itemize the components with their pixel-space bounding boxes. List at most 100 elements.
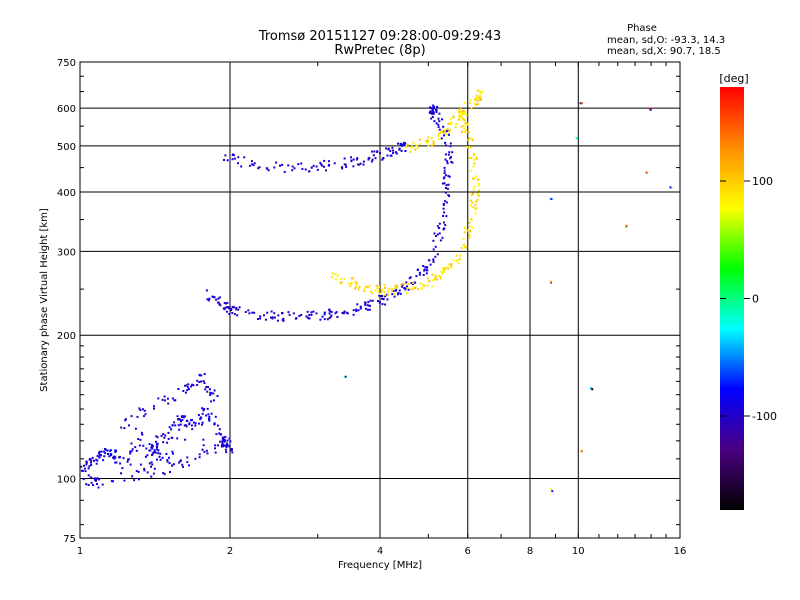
echo-point [213,389,216,392]
echo-point [162,441,165,444]
echo-point [391,293,394,296]
echo-point [112,480,115,483]
echo-point [436,253,439,256]
echo-point [129,450,132,453]
echo-point [394,151,397,154]
echo-point [444,158,447,161]
echo-point [469,101,472,104]
echo-point [417,268,419,271]
echo-point [445,187,447,189]
echo-point [387,290,390,293]
echo-point [477,178,480,181]
echo-point [442,125,445,128]
echo-point [233,306,236,309]
echo-point [437,117,440,120]
echo-point [433,278,436,281]
echo-point [186,389,189,392]
echo-point [216,395,219,397]
echo-point [328,160,330,163]
echo-point [127,458,130,461]
echo-point [182,390,185,392]
echo-point [352,165,355,168]
echo-point [247,309,250,312]
echo-point [419,143,421,146]
echo-point [232,154,235,157]
echo-point [215,298,218,301]
echo-point [159,452,162,455]
echo-point [148,462,151,465]
echo-point [400,283,403,286]
echo-point [589,387,592,390]
echo-point [155,448,158,451]
echo-point [364,307,367,310]
echo-point [449,129,451,132]
echo-point [463,119,466,122]
echo-point [397,292,400,294]
echo-point [405,145,407,148]
echo-point [305,315,308,318]
echo-point [438,112,441,115]
echo-point [87,467,90,470]
echo-point [156,436,159,439]
echo-point [90,464,93,466]
echo-point [431,279,434,282]
echo-point [89,458,92,460]
echo-point [156,445,159,448]
echo-point [138,407,141,410]
echo-point [228,313,231,315]
echo-point [475,94,478,97]
echo-point [275,161,278,164]
echo-point [179,460,182,463]
echo-point [131,448,134,451]
echo-point [323,311,326,314]
echo-point [379,152,381,155]
echo-point [223,302,226,304]
echo-point [357,163,359,166]
echo-point [160,434,163,437]
echo-point [455,123,458,125]
echo-point [404,150,407,152]
echo-point [216,424,219,427]
echo-point [243,156,246,159]
echo-point [194,457,197,460]
echo-point [252,164,255,167]
echo-point [469,230,472,233]
echo-point [146,471,149,474]
axis-ticks [79,62,681,538]
echo-point [178,418,181,420]
echo-point [89,476,92,479]
echo-point [372,154,375,157]
echo-point [380,288,383,291]
echo-point [152,472,155,475]
echo-point [341,166,343,169]
echo-point [103,455,106,458]
echo-point [300,314,303,316]
echo-point [330,314,333,317]
echo-point [457,262,460,265]
echo-point [580,450,583,453]
echo-point [143,469,146,472]
echo-point [438,128,441,131]
echo-point [226,301,229,304]
echo-point [468,157,471,160]
echo-point [343,157,346,160]
y-tick-label: 600 [57,104,76,115]
echo-point [259,317,262,320]
echo-point [470,137,473,140]
echo-point [439,239,442,242]
echo-point [105,448,107,451]
echo-point [442,267,444,270]
echo-point [368,304,371,307]
echo-point [378,286,380,289]
echo-point [441,271,444,274]
echo-point [447,153,450,156]
echo-point [145,447,148,450]
echo-point [167,437,170,440]
echo-point [130,442,133,445]
echo-point [359,305,362,308]
echo-point [434,109,437,111]
echo-point [330,310,333,313]
echo-point [224,154,227,157]
echo-point [203,373,206,375]
echo-point [475,207,478,210]
